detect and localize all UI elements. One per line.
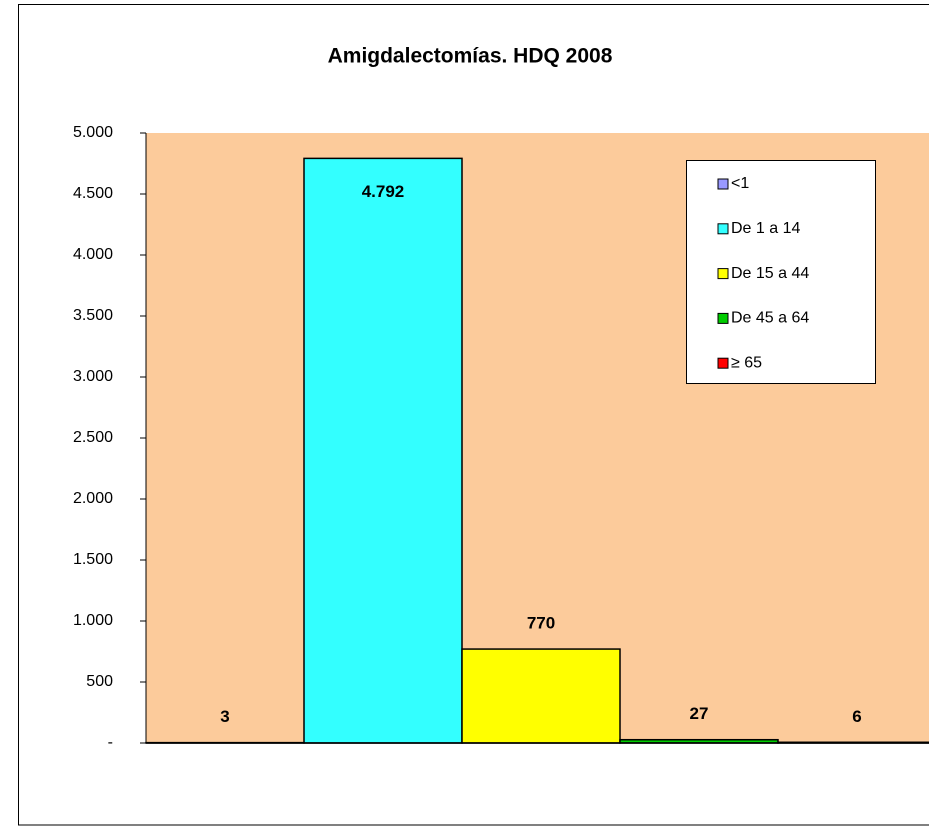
data-label: 4.792 bbox=[362, 182, 405, 201]
legend-swatch bbox=[717, 357, 729, 369]
y-tick-label: 5.000 bbox=[73, 124, 113, 141]
bar bbox=[303, 157, 463, 744]
y-tick-label: 4.500 bbox=[73, 185, 113, 202]
data-label: 6 bbox=[852, 707, 861, 726]
legend-label: De 1 a 14 bbox=[731, 220, 800, 237]
y-tick-label: 3.500 bbox=[73, 307, 113, 324]
y-tick-label: 3.000 bbox=[73, 368, 113, 385]
legend-swatch bbox=[717, 312, 729, 324]
data-label: 770 bbox=[527, 614, 555, 633]
chart-title: Amigdalectomías. HDQ 2008 bbox=[328, 45, 613, 68]
data-label: 27 bbox=[690, 704, 709, 723]
legend-swatch bbox=[717, 268, 729, 280]
y-tick-label: 4.000 bbox=[73, 246, 113, 263]
legend-swatch bbox=[717, 223, 729, 235]
y-tick-label: 2.000 bbox=[73, 490, 113, 507]
y-tick-label: 2.500 bbox=[73, 429, 113, 446]
legend-label: De 45 a 64 bbox=[731, 310, 809, 327]
legend-label: De 15 a 44 bbox=[731, 265, 809, 282]
bar bbox=[461, 648, 621, 744]
y-tick-label: 1.500 bbox=[73, 551, 113, 568]
legend-swatch bbox=[717, 178, 729, 190]
y-tick-label: 500 bbox=[86, 673, 113, 690]
y-tick-label: 1.000 bbox=[73, 612, 113, 629]
legend-label: <1 bbox=[731, 175, 749, 192]
y-tick-label: - bbox=[108, 734, 113, 751]
legend-label: ≥ 65 bbox=[731, 354, 762, 371]
data-label: 3 bbox=[220, 707, 229, 726]
